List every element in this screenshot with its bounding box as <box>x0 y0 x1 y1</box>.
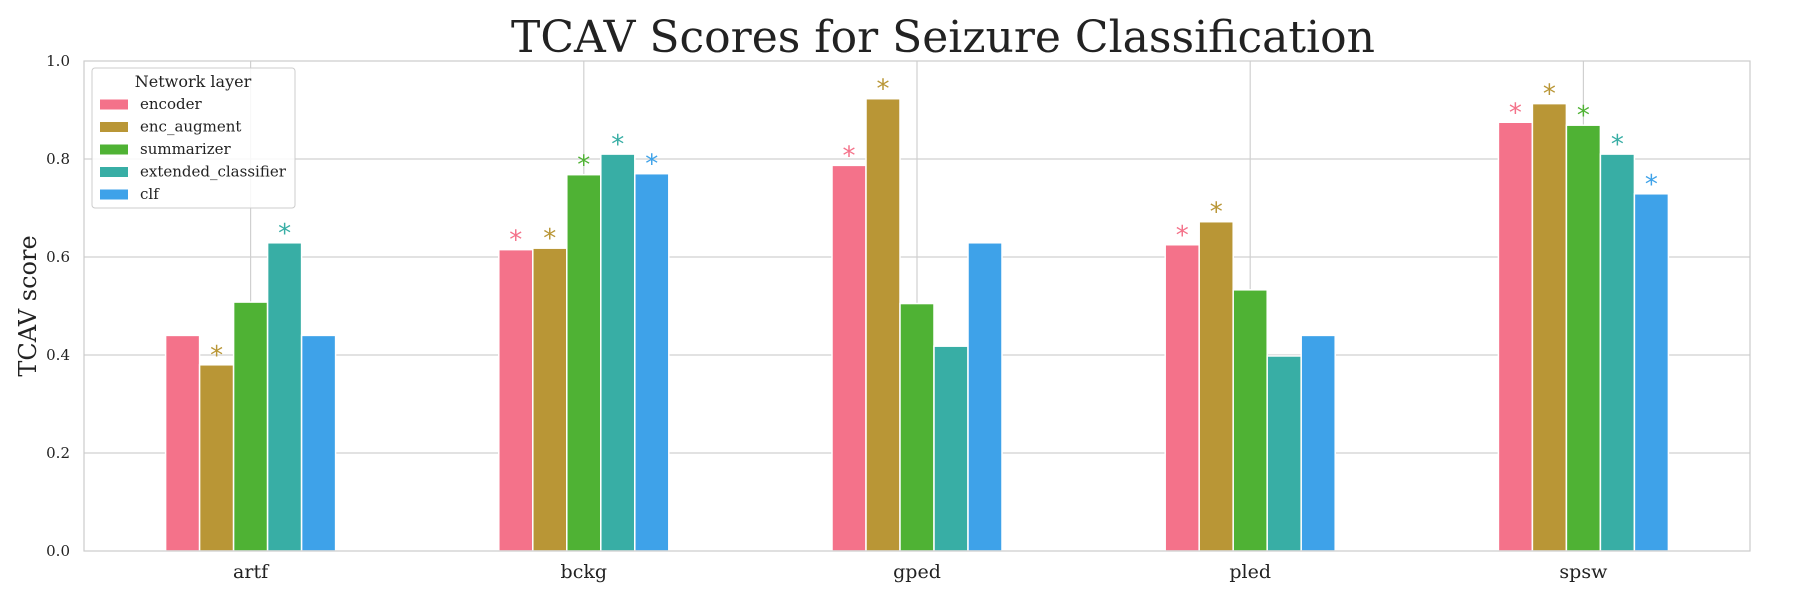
significance-star: * <box>543 224 556 254</box>
y-axis-label: TCAV score <box>14 235 42 376</box>
legend-swatch <box>100 122 128 132</box>
bar-extended_classifier-artf <box>266 242 303 552</box>
chart-title: TCAV Scores for Seizure Classification <box>511 12 1375 63</box>
legend-swatch <box>100 99 128 110</box>
legend: Network layer encoder enc_augment summariz… <box>91 67 296 209</box>
significance-star: * <box>1645 170 1658 200</box>
x-tick-label: pled <box>1229 561 1271 583</box>
significance-star: * <box>843 141 856 171</box>
bars-layer <box>164 97 1670 552</box>
legend-label: extended_classifier <box>140 163 287 181</box>
legend-swatch <box>100 167 128 177</box>
x-tick-label: spsw <box>1559 561 1608 583</box>
x-tick-label: artf <box>233 561 270 583</box>
y-tick-label: 1.0 <box>46 52 70 70</box>
bar-summarizer-spsw <box>1565 124 1602 552</box>
y-tick-label: 0.2 <box>46 444 70 462</box>
bar-enc_augment-bckg <box>532 247 568 552</box>
bar-clf-artf <box>300 334 337 552</box>
y-tick-label: 0.4 <box>46 346 70 364</box>
legend-label: encoder <box>140 95 202 113</box>
significance-star: * <box>1577 101 1590 131</box>
x-tick-label: bckg <box>561 561 607 583</box>
legend-swatch <box>100 144 128 155</box>
bar-extended_classifier-gped <box>933 345 969 552</box>
bar-extended_classifier-bckg <box>600 153 636 552</box>
plot-frame <box>83 60 1751 552</box>
bar-clf-spsw <box>1633 193 1670 552</box>
significance-markers: * * * * * * * * * * * * * * * * <box>210 75 1658 371</box>
legend-label: summarizer <box>140 140 231 158</box>
bar-clf-pled <box>1300 334 1336 552</box>
y-axis-ticks: 0.0 0.2 0.4 0.6 0.8 1.0 <box>46 52 70 560</box>
legend-label: clf <box>140 185 160 203</box>
significance-star: * <box>1176 221 1189 251</box>
bar-encoder-spsw <box>1497 121 1534 552</box>
bar-clf-bckg <box>634 172 670 552</box>
bar-enc_augment-gped <box>865 97 901 552</box>
x-tick-label: gped <box>893 561 941 583</box>
significance-star: * <box>210 341 223 371</box>
bar-summarizer-artf <box>232 301 269 552</box>
bar-summarizer-gped <box>899 302 935 552</box>
significance-star: * <box>1611 130 1624 160</box>
bar-enc_augment-pled <box>1198 220 1234 552</box>
significance-star: * <box>278 219 291 249</box>
bar-extended_classifier-spsw <box>1599 153 1636 552</box>
significance-star: * <box>877 75 890 105</box>
significance-star: * <box>509 226 522 256</box>
legend-title: Network layer <box>135 72 252 91</box>
y-tick-label: 0.6 <box>46 248 70 266</box>
significance-star: * <box>1210 198 1223 228</box>
y-tick-label: 0.8 <box>46 150 70 168</box>
significance-star: * <box>611 130 624 160</box>
significance-star: * <box>1543 80 1556 110</box>
bar-enc_augment-artf <box>198 364 235 552</box>
bar-encoder-gped <box>831 164 867 552</box>
y-tick-label: 0.0 <box>46 542 70 560</box>
significance-star: * <box>577 151 590 181</box>
significance-star: * <box>1509 98 1522 128</box>
x-axis-ticks: artf bckg gped pled spsw <box>233 561 1608 583</box>
legend-box <box>91 67 296 209</box>
bar-encoder-artf <box>164 334 201 552</box>
bar-clf-gped <box>967 242 1003 552</box>
bar-summarizer-pled <box>1232 289 1268 552</box>
legend-items: encoder enc_augment summarizer extended_cla… <box>100 95 287 203</box>
legend-label: enc_augment <box>140 118 241 136</box>
bar-enc_augment-spsw <box>1531 102 1568 552</box>
significance-star: * <box>645 150 658 180</box>
bar-summarizer-bckg <box>566 173 602 552</box>
legend-swatch <box>100 189 128 200</box>
bar-extended_classifier-pled <box>1266 355 1302 552</box>
bar-encoder-bckg <box>498 248 534 552</box>
bar-encoder-pled <box>1164 244 1200 552</box>
